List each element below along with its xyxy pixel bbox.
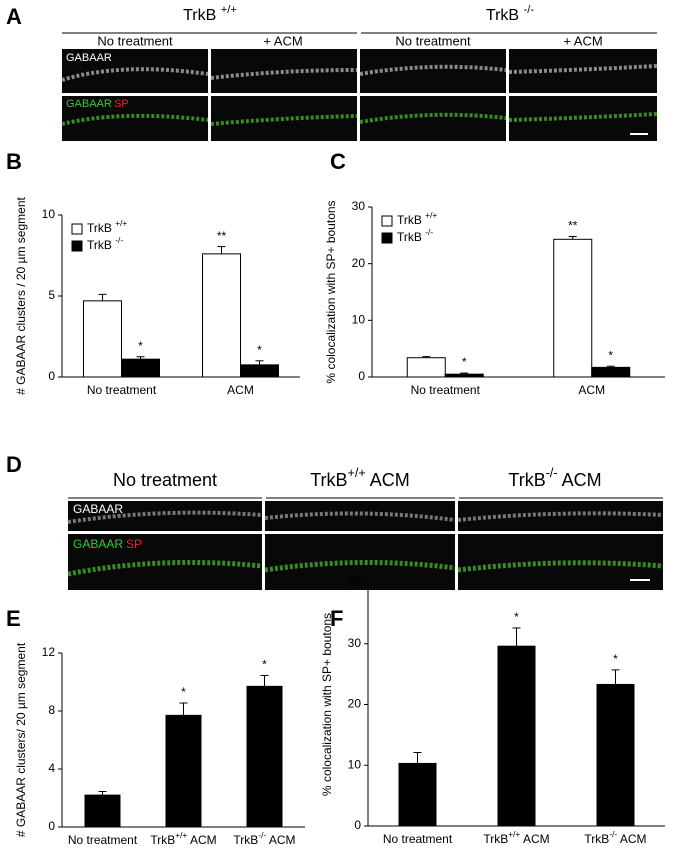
significance: *	[613, 652, 618, 666]
dendrite	[61, 112, 658, 126]
dendrite	[61, 64, 658, 82]
legend-label: TrkB -/-	[87, 235, 123, 252]
significance: *	[257, 343, 262, 357]
significance: *	[514, 610, 519, 624]
bar	[83, 300, 122, 378]
condition-header: No treatment	[113, 470, 217, 490]
x-tick-label: TrkB+/+ ACM	[150, 830, 216, 847]
micrographs-a	[61, 49, 658, 141]
micrograph	[62, 49, 208, 93]
panel-label: A	[6, 4, 22, 29]
y-tick-label: 0	[358, 369, 365, 383]
condition-header: TrkB+/+ ACM	[310, 466, 410, 489]
row-label: SP	[126, 537, 142, 551]
y-tick-label: 8	[48, 703, 55, 717]
y-tick-label: 30	[348, 636, 362, 650]
micrograph	[458, 501, 663, 531]
panel-label: D	[6, 452, 22, 477]
bar	[591, 366, 631, 378]
y-tick-label: 20	[352, 256, 366, 270]
significance: *	[608, 348, 613, 362]
legend-label: TrkB -/-	[397, 227, 433, 244]
legend-swatch	[71, 223, 83, 235]
bar	[406, 357, 446, 378]
micrograph	[360, 49, 506, 93]
y-tick-label: 20	[348, 697, 362, 711]
y-axis-label: # GABAAR clusters/ 20 µm segment	[14, 642, 28, 837]
micrographs-d	[67, 501, 664, 590]
y-tick-label: 5	[48, 288, 55, 302]
significance: **	[217, 229, 227, 243]
significance: *	[262, 658, 267, 672]
x-tick-label: ACM	[578, 383, 605, 397]
bar	[165, 714, 202, 828]
significance: **	[568, 219, 578, 233]
bar	[553, 238, 593, 378]
dendrite	[67, 510, 664, 524]
y-tick-label: 4	[48, 761, 55, 775]
bar	[202, 253, 241, 378]
legend-swatch	[381, 232, 393, 244]
row-label: GABAAR	[73, 537, 123, 551]
legend-swatch	[381, 215, 393, 227]
y-tick-label: 10	[42, 207, 56, 221]
bar	[121, 358, 160, 378]
x-tick-label: TrkB+/+ ACM	[483, 829, 549, 846]
legend-swatch	[71, 240, 83, 252]
y-tick-label: 12	[42, 645, 56, 659]
genotype-header: TrkB +/+	[183, 4, 237, 24]
y-tick-label: 0	[48, 819, 55, 833]
x-tick-label: ACM	[227, 383, 254, 397]
y-tick-label: 30	[352, 199, 366, 213]
x-tick-label: No treatment	[383, 832, 453, 846]
condition-label: No treatment	[97, 33, 173, 48]
legend-label: TrkB +/+	[87, 218, 127, 235]
bar	[444, 373, 484, 378]
micrograph	[211, 49, 357, 93]
panel-label: F	[330, 606, 343, 631]
panel-label: E	[6, 606, 21, 631]
row-label: GABAAR	[66, 98, 112, 110]
x-tick-label: TrkB-/- ACM	[584, 829, 646, 846]
x-tick-label: No treatment	[411, 383, 481, 397]
significance: *	[462, 355, 467, 369]
dendrite	[67, 559, 664, 577]
bar	[398, 762, 437, 827]
condition-label: + ACM	[563, 33, 602, 48]
panel-label: B	[6, 149, 22, 174]
micrograph	[360, 96, 506, 141]
condition-header: TrkB-/- ACM	[508, 466, 601, 489]
condition-label: No treatment	[395, 33, 471, 48]
micrograph	[211, 96, 357, 141]
y-axis-label: % colocalization with SP+ boutons	[320, 613, 334, 796]
row-label: GABAAR	[66, 52, 112, 64]
row-label: GABAAR	[73, 502, 123, 516]
bar	[596, 683, 635, 827]
panel-label: C	[330, 149, 346, 174]
y-tick-label: 10	[348, 757, 362, 771]
y-axis-label: # GABAAR clusters / 20 µm segment	[14, 197, 28, 395]
y-axis-label: % colocalization with SP+ boutons	[324, 200, 338, 383]
y-tick-label: 40	[348, 575, 362, 589]
y-tick-label: 0	[48, 369, 55, 383]
x-tick-label: No treatment	[68, 833, 138, 847]
bar	[246, 685, 283, 828]
genotype-header: TrkB -/-	[486, 4, 534, 24]
legend-label: TrkB +/+	[397, 210, 437, 227]
x-tick-label: TrkB-/- ACM	[233, 830, 295, 847]
bar	[84, 794, 121, 828]
significance: *	[181, 685, 186, 699]
condition-label: + ACM	[263, 33, 302, 48]
bar	[240, 364, 279, 378]
x-tick-label: No treatment	[87, 383, 157, 397]
y-tick-label: 0	[354, 818, 361, 832]
row-label: SP	[114, 98, 129, 110]
y-tick-label: 10	[352, 313, 366, 327]
significance: *	[138, 339, 143, 353]
bar	[497, 645, 536, 827]
